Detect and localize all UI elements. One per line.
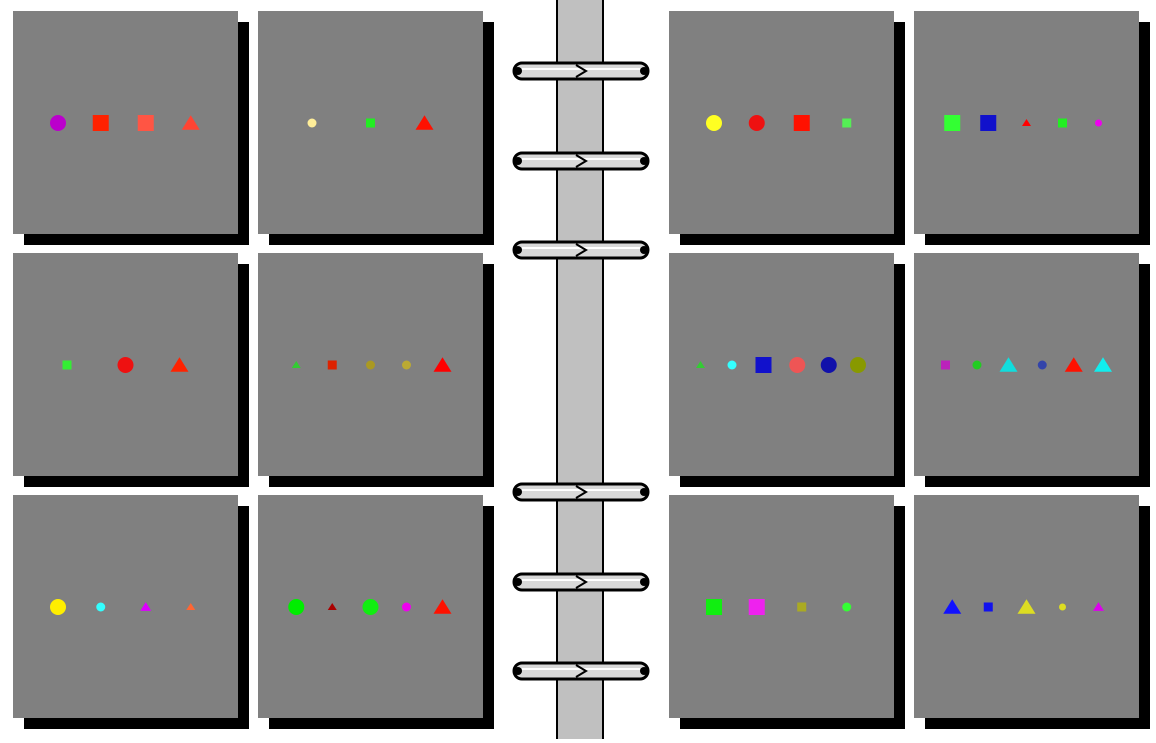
shape-circle-right-0-0 <box>706 115 722 131</box>
shape-square-right-1-0 <box>944 115 961 131</box>
shape-square-right-3-0 <box>941 360 950 370</box>
shape-square-left-0-1 <box>92 115 109 131</box>
binder-ring-clasp-4 <box>575 575 588 589</box>
shape-square-right-1-1 <box>980 115 997 131</box>
binder-ring-clasp-1 <box>575 154 588 168</box>
shape-square-right-4-0 <box>706 599 722 615</box>
binder-ring-0 <box>512 61 650 81</box>
binder-ring-end-left-3 <box>514 488 522 496</box>
binder-ring-end-right-5 <box>640 667 648 675</box>
binder-ring-end-left-1 <box>514 157 522 165</box>
shape-square-right-2-2 <box>755 357 772 373</box>
binder-ring-end-right-1 <box>640 157 648 165</box>
binder-ring-clasp-0 <box>575 64 588 78</box>
shape-triangle-right-1-2 <box>1022 119 1031 126</box>
binder-ring-2 <box>512 240 650 260</box>
shape-circle-left-3-3 <box>402 360 411 370</box>
shape-square-left-0-2 <box>137 115 154 131</box>
shape-triangle-right-5-0 <box>943 599 962 614</box>
shape-triangle-left-2-2 <box>170 357 189 372</box>
shape-triangle-right-2-0 <box>696 361 705 368</box>
shape-circle-right-0-1 <box>748 115 765 131</box>
shape-square-right-0-2 <box>793 115 810 131</box>
shape-triangle-left-3-0 <box>291 361 301 368</box>
binder-ring-clasp-5 <box>575 664 588 678</box>
shape-square-right-4-2 <box>797 602 807 612</box>
shape-square-right-5-1 <box>983 602 993 612</box>
shape-triangle-right-5-2 <box>1017 599 1036 614</box>
stimulus-card-left-4 <box>13 495 238 718</box>
shape-square-left-2-0 <box>62 360 72 370</box>
binder-ring-5 <box>512 661 650 681</box>
shape-triangle-right-3-2 <box>999 357 1018 372</box>
shape-circle-right-2-1 <box>727 360 737 370</box>
binder-ring-end-left-0 <box>514 67 522 75</box>
binder-ring-end-right-0 <box>640 67 648 75</box>
binder-ring-end-left-2 <box>514 246 522 254</box>
shape-square-right-1-3 <box>1058 118 1067 128</box>
binder-ring-3 <box>512 482 650 502</box>
shape-square-right-4-1 <box>748 599 765 615</box>
shape-circle-right-2-3 <box>789 357 806 373</box>
binder-ring-end-right-3 <box>640 488 648 496</box>
shape-triangle-right-3-4 <box>1064 357 1083 372</box>
shape-circle-left-4-0 <box>50 599 66 615</box>
shape-circle-right-5-3 <box>1059 603 1066 611</box>
binder-ring-end-left-4 <box>514 578 522 586</box>
shape-triangle-left-3-4 <box>433 357 452 372</box>
shape-triangle-left-4-2 <box>140 602 152 611</box>
shape-circle-left-0-0 <box>50 115 66 131</box>
shape-triangle-left-4-3 <box>186 603 196 610</box>
shape-triangle-left-1-2 <box>415 115 434 130</box>
binder-ring-clasp-3 <box>575 485 588 499</box>
shape-triangle-left-5-1 <box>327 603 337 610</box>
stimulus-card-right-0 <box>669 11 894 234</box>
shape-circle-left-5-3 <box>402 602 411 612</box>
binder-ring-1 <box>512 151 650 171</box>
stimulus-card-left-0 <box>13 11 238 234</box>
shape-circle-right-3-3 <box>1037 360 1047 370</box>
shape-circle-left-5-2 <box>362 599 379 615</box>
shape-square-left-1-1 <box>366 118 375 128</box>
binder-ring-end-left-5 <box>514 667 522 675</box>
shape-circle-right-2-4 <box>820 357 837 373</box>
shape-square-right-0-3 <box>842 118 852 128</box>
shape-circle-right-2-5 <box>850 357 866 373</box>
shape-circle-right-3-1 <box>972 360 982 370</box>
shape-triangle-right-3-5 <box>1094 357 1112 372</box>
shape-square-left-3-1 <box>327 360 337 370</box>
shape-circle-left-2-1 <box>117 357 134 373</box>
stimulus-card-right-4 <box>669 495 894 718</box>
shape-triangle-right-5-4 <box>1093 602 1104 611</box>
shape-circle-right-4-3 <box>842 602 852 612</box>
shape-circle-left-1-0 <box>307 118 317 128</box>
binder-spine <box>556 0 604 743</box>
shape-circle-left-5-0 <box>288 599 305 615</box>
shape-circle-left-3-2 <box>366 360 375 370</box>
shape-circle-left-4-1 <box>96 602 106 612</box>
shape-circle-right-1-4 <box>1095 119 1102 127</box>
shape-triangle-left-5-4 <box>433 599 452 614</box>
binder-ring-clasp-2 <box>575 243 588 257</box>
binder-ring-end-right-2 <box>640 246 648 254</box>
binder-ring-end-right-4 <box>640 578 648 586</box>
shape-triangle-left-0-3 <box>181 115 200 130</box>
binder-ring-4 <box>512 572 650 592</box>
